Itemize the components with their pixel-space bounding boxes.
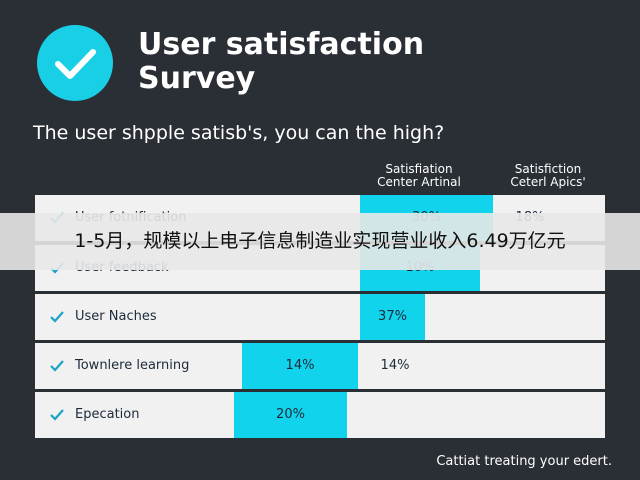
- title-line: User satisfaction: [138, 27, 425, 62]
- survey-row: User Naches 37%: [35, 294, 605, 340]
- row-label: Townlere learning: [75, 358, 190, 373]
- row-value: 14%: [380, 358, 410, 373]
- footer: Cattiat treating your edert.: [436, 454, 612, 469]
- column-header-line: Ceterl Apics': [510, 175, 586, 189]
- title-line: Survey: [138, 61, 256, 96]
- check-icon: [37, 25, 113, 101]
- bar: [242, 343, 358, 389]
- row-value: 37%: [378, 309, 407, 324]
- column-header: Satisfiation Center Artinal: [354, 163, 484, 189]
- column-header: Satisfiction Ceterl Apics': [483, 163, 613, 189]
- row-label: User Naches: [75, 309, 157, 324]
- bar: [360, 294, 425, 340]
- column-header-line: Satisfiction: [514, 162, 582, 176]
- check-mark: [50, 311, 64, 323]
- check-mark: [50, 409, 64, 421]
- check-mark: [50, 360, 64, 372]
- subtitle: The user shpple satisb's, you can the hi…: [33, 122, 445, 144]
- row-value: 20%: [276, 407, 305, 422]
- row-value: 14%: [285, 358, 315, 373]
- row-label: Epecation: [75, 407, 140, 422]
- survey-row: Epecation 20%: [35, 392, 605, 438]
- column-header-line: Center Artinal: [377, 175, 461, 189]
- bar: [234, 392, 347, 438]
- column-header-line: Satisfiation: [385, 162, 453, 176]
- banner: 1-5月，规模以上电子信息制造业实现营业收入6.49万亿元: [0, 213, 640, 270]
- survey-row: Townlere learning 14% 14%: [35, 343, 605, 389]
